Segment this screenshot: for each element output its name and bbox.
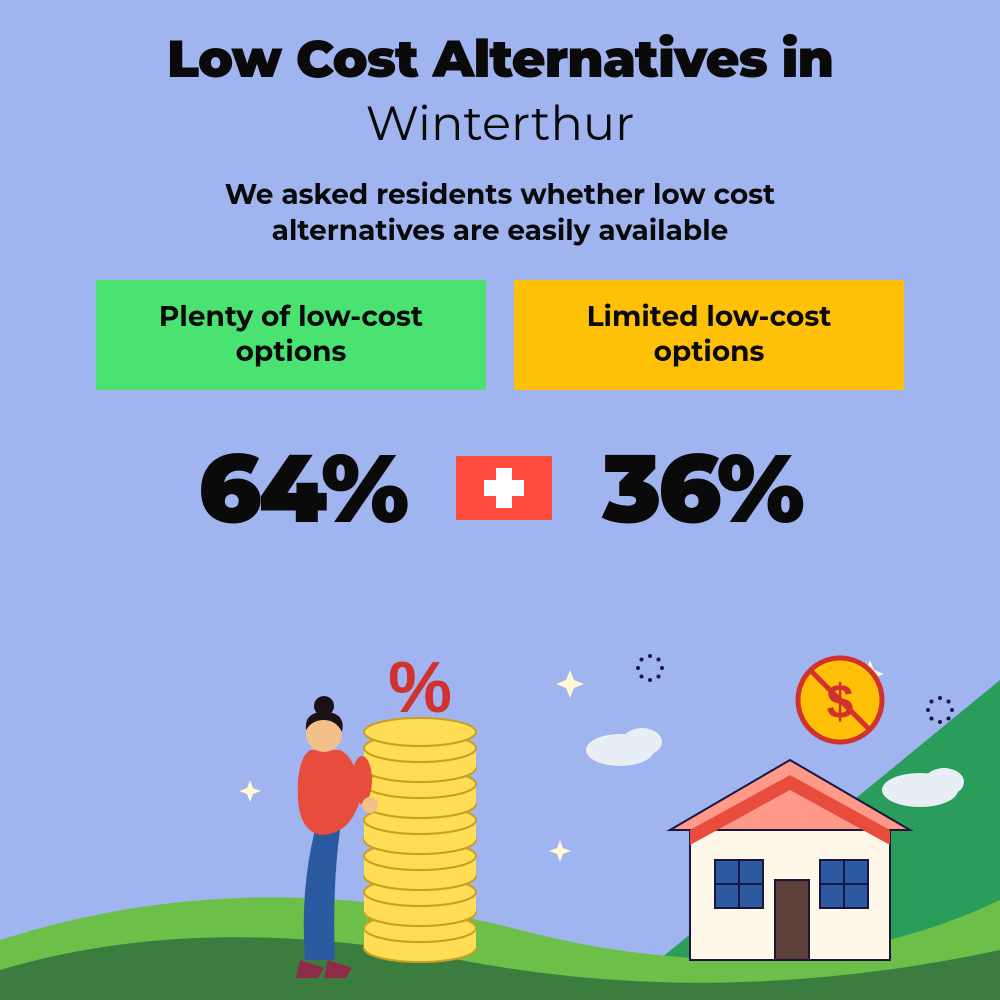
option-right: Limited low-cost options <box>514 280 904 390</box>
subtitle: We asked residents whether low cost alte… <box>140 177 860 250</box>
illustration-scene: $ % <box>0 630 1000 1000</box>
stats-row: 64% 36% <box>0 430 1000 547</box>
coin-stack-icon <box>364 718 476 962</box>
swiss-flag-icon <box>456 456 552 520</box>
cloud-icon <box>586 728 662 766</box>
option-boxes: Plenty of low-cost options Limited low-c… <box>0 280 1000 390</box>
pct-right: 36% <box>602 430 802 547</box>
percent-icon: % <box>388 648 452 728</box>
pct-left: 64% <box>198 430 406 547</box>
title-line2: Winterthur <box>0 95 1000 153</box>
svg-text:%: % <box>388 648 452 728</box>
dollar-coin-icon: $ <box>798 658 882 742</box>
dotted-circle-icon <box>636 654 954 724</box>
option-left: Plenty of low-cost options <box>96 280 486 390</box>
title-line1: Low Cost Alternatives in <box>0 0 1000 91</box>
